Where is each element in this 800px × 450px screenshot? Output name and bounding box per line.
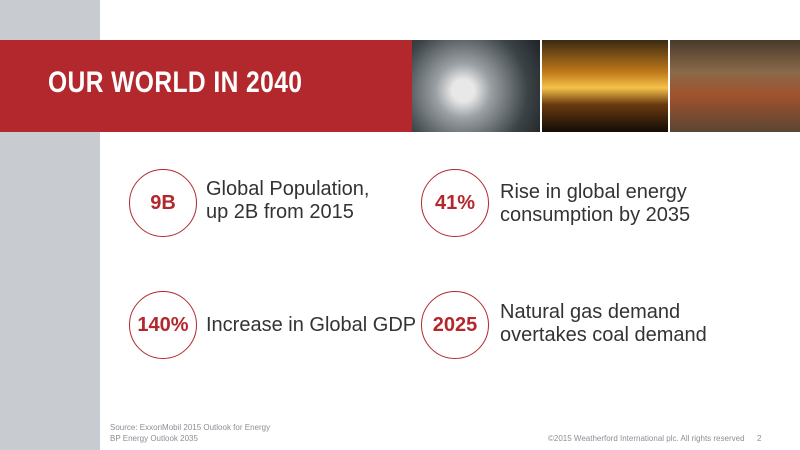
slide-title: OUR WORLD IN 2040	[48, 66, 303, 99]
stat-circle: 140%	[129, 291, 197, 359]
photo	[412, 40, 540, 132]
page-number: 2	[757, 434, 762, 443]
stat-figure: 9B	[150, 191, 176, 214]
source-note: BP Energy Outlook 2035	[110, 434, 198, 443]
source-note: Source: ExxonMobil 2015 Outlook for Ener…	[110, 423, 271, 432]
stat-circle: 2025	[421, 291, 489, 359]
stat-line: Increase in Global GDP	[206, 314, 417, 336]
photo	[670, 40, 800, 132]
title-banner	[0, 40, 412, 132]
stat-text: Global Population, up 2B from 2015	[206, 178, 369, 224]
copyright: ©2015 Weatherford International plc. All…	[548, 434, 745, 443]
stat-figure: 41%	[434, 191, 476, 214]
stat-line: Natural gas demand	[500, 301, 681, 323]
stat-text: Rise in global energy consumption by 203…	[500, 181, 690, 227]
stat-line: consumption by 2035	[500, 204, 691, 226]
stat-circle: 41%	[421, 169, 489, 237]
stat-line: Rise in global energy	[500, 181, 687, 203]
stat-line: Global Population,	[206, 178, 370, 200]
stat-line: overtakes coal demand	[500, 324, 707, 346]
stat-text: Natural gas demand overtakes coal demand	[500, 301, 707, 347]
stat-figure: 140%	[137, 313, 189, 336]
photo	[542, 40, 668, 132]
stat-line: up 2B from 2015	[206, 201, 354, 223]
stat-figure: 2025	[432, 313, 478, 336]
stat-circle: 9B	[129, 169, 197, 237]
stat-text: Increase in Global GDP	[206, 314, 416, 337]
